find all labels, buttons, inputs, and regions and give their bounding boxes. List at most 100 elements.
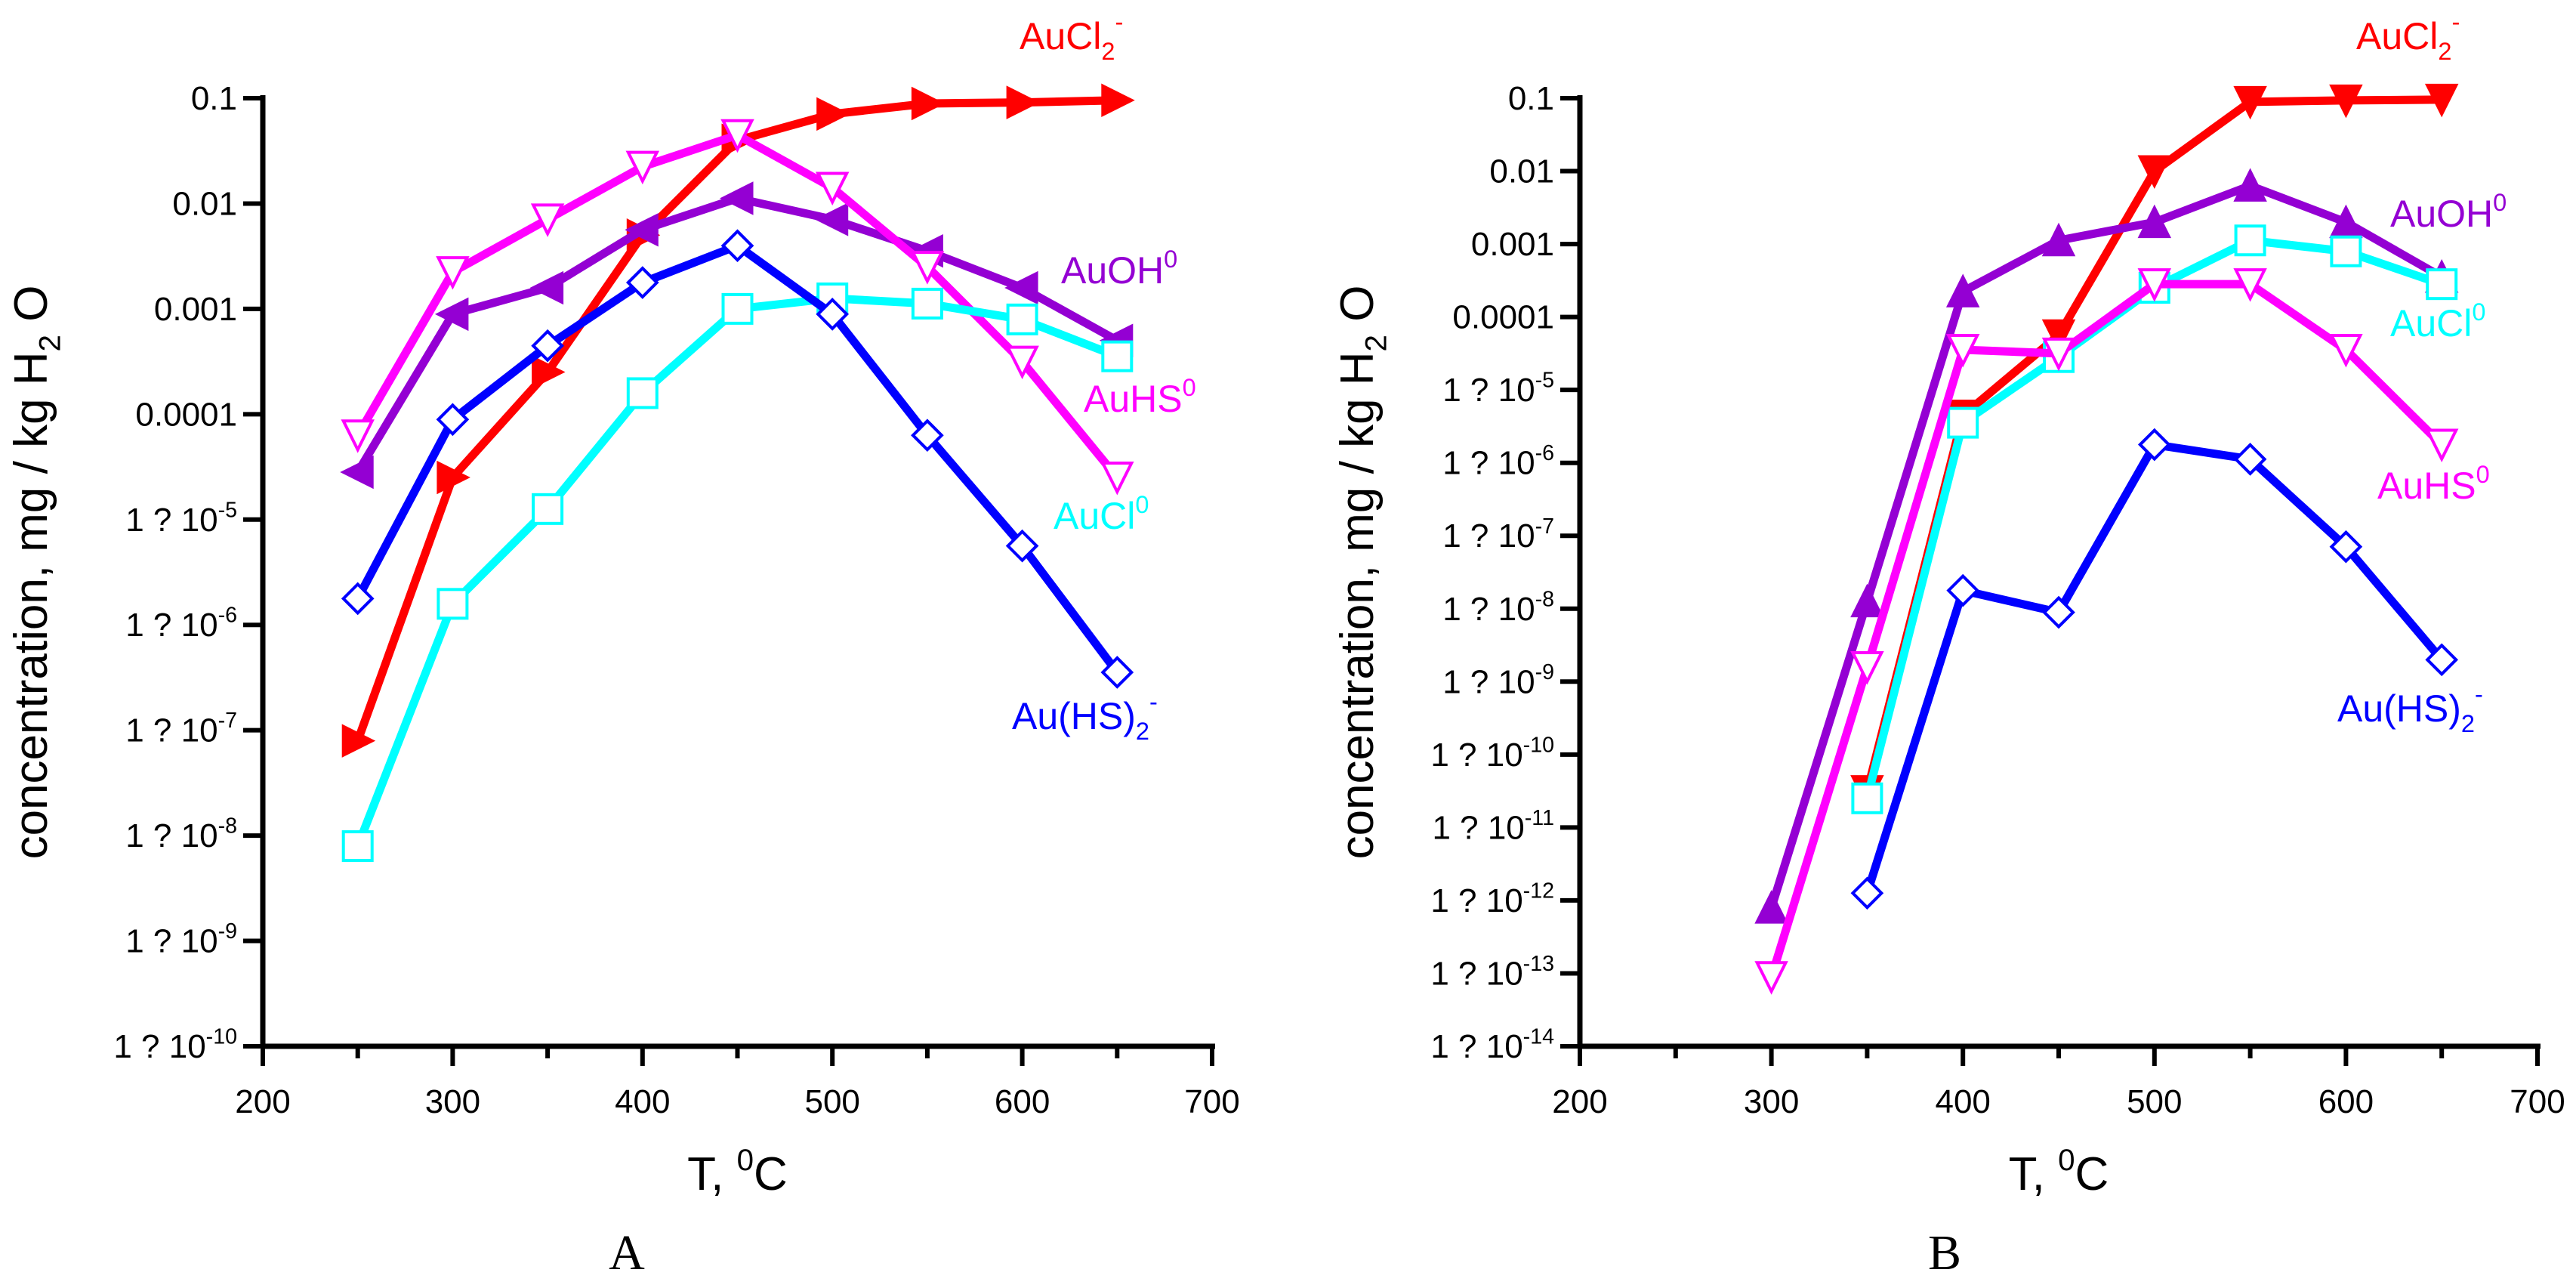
y-tick-label: 1 ? 10-10 — [113, 1025, 237, 1065]
data-point — [625, 213, 659, 247]
data-point — [911, 419, 944, 453]
data-point — [530, 203, 565, 237]
data-point — [2425, 643, 2459, 677]
x-tick-label: 500 — [2127, 1083, 2182, 1120]
series-label: AuCl0 — [1054, 491, 1149, 537]
y-tick-label: 1 ? 10-5 — [1442, 369, 1554, 409]
series-label: AuOH0 — [2390, 189, 2507, 235]
y-tick-label: 1 ? 10-6 — [1442, 441, 1554, 481]
data-point — [1101, 83, 1135, 118]
y-tick-label: 0.01 — [1489, 153, 1554, 190]
data-point — [2137, 268, 2172, 302]
series-label: AuHS0 — [2377, 461, 2490, 507]
data-point — [816, 298, 850, 331]
y-tick-label: 1 ? 10-6 — [125, 604, 237, 644]
data-point — [626, 377, 659, 409]
data-point — [341, 582, 375, 616]
panel-label: B — [1928, 1225, 1961, 1280]
series-label: AuCl2- — [2356, 8, 2460, 65]
data-point — [1947, 406, 1979, 439]
data-point — [434, 297, 469, 332]
data-point — [1100, 656, 1134, 689]
y-tick-label: 1 ? 10-13 — [1430, 952, 1554, 992]
data-point — [2329, 530, 2363, 564]
y-tick-label: 0.1 — [1508, 80, 1554, 117]
data-point — [816, 97, 850, 131]
y-tick-label: 0.1 — [191, 80, 237, 117]
data-point — [341, 830, 374, 863]
x-tick-label: 600 — [995, 1083, 1050, 1120]
y-axis-title: concentration, mg / kg H2 O — [5, 286, 66, 860]
data-point — [1754, 961, 1788, 995]
y-tick-label: 1 ? 10-5 — [125, 498, 237, 538]
x-tick-label: 300 — [425, 1083, 480, 1120]
panel-label: A — [609, 1225, 645, 1280]
x-tick-label: 200 — [1552, 1083, 1607, 1120]
y-tick-label: 1 ? 10-7 — [1442, 514, 1554, 554]
y-tick-label: 1 ? 10-10 — [1430, 733, 1554, 773]
data-point — [910, 251, 945, 285]
data-point — [2042, 595, 2075, 629]
series-label: Au(HS)2- — [2337, 681, 2483, 737]
series-auhs0: AuHS0 — [1754, 268, 2490, 995]
data-point — [1754, 890, 1788, 924]
y-tick-label: 1 ? 10-12 — [1430, 879, 1554, 919]
data-point — [720, 181, 754, 215]
data-point — [436, 256, 470, 290]
data-point — [1945, 273, 1980, 307]
data-point — [1100, 462, 1134, 496]
x-tick-label: 400 — [615, 1083, 670, 1120]
x-tick-label: 500 — [804, 1083, 859, 1120]
data-point — [720, 229, 754, 263]
data-point — [2234, 224, 2266, 257]
data-point — [2426, 268, 2458, 301]
data-point — [721, 292, 754, 325]
data-point — [1850, 876, 1884, 910]
series-line — [1862, 440, 2446, 897]
data-point — [720, 119, 754, 153]
data-point — [529, 270, 564, 305]
series-label: AuCl0 — [2390, 298, 2485, 344]
data-point — [2329, 334, 2363, 368]
y-tick-label: 1 ? 10-11 — [1432, 806, 1554, 846]
series-line — [1767, 280, 2446, 981]
data-point — [911, 287, 943, 320]
data-point — [1006, 303, 1038, 335]
y-tick-label: 0.0001 — [135, 396, 237, 433]
data-point — [814, 202, 849, 236]
data-point — [2041, 222, 2076, 257]
data-point — [1946, 573, 1980, 607]
data-point — [625, 150, 660, 185]
data-point — [1004, 270, 1038, 305]
data-point — [2233, 443, 2267, 476]
series-label: AuOH0 — [1061, 246, 1177, 292]
x-tick-label: 400 — [1935, 1083, 1990, 1120]
data-point — [2137, 155, 2172, 190]
data-point — [340, 455, 374, 490]
y-tick-label: 1 ? 10-9 — [125, 919, 237, 959]
series-label: Au(HS)2- — [1012, 688, 1158, 745]
data-point — [1006, 85, 1041, 119]
x-tick-label: 300 — [1744, 1083, 1799, 1120]
data-point — [2329, 84, 2363, 119]
data-point — [2330, 235, 2362, 267]
y-axis-title: concentration, mg / kg H2 O — [1331, 286, 1393, 860]
data-point — [2233, 85, 2267, 120]
y-tick-label: 1 ? 10-7 — [125, 709, 237, 749]
data-point — [341, 724, 376, 758]
data-point — [625, 266, 659, 299]
data-point — [1850, 651, 1884, 685]
y-tick-label: 0.01 — [172, 185, 237, 222]
x-tick-label: 600 — [2318, 1083, 2374, 1120]
x-tick-label: 200 — [235, 1083, 290, 1120]
series-auoh0: AuOH0 — [1754, 168, 2507, 924]
series-label: AuCl2- — [1020, 8, 1123, 65]
x-axis-title: T, 0C — [687, 1143, 788, 1200]
data-point — [532, 493, 564, 525]
data-point — [437, 460, 470, 495]
data-point — [2137, 204, 2172, 239]
data-point — [2137, 428, 2171, 462]
series-label: AuHS0 — [1084, 374, 1196, 420]
y-tick-label: 1 ? 10-8 — [125, 814, 237, 854]
